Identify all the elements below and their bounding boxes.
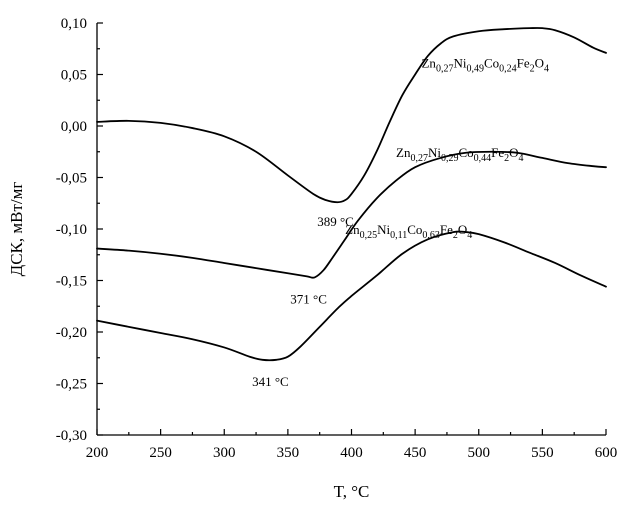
x-tick-label: 250 — [149, 445, 172, 461]
x-tick-label: 600 — [595, 445, 618, 461]
series-line-2 — [96, 150, 607, 279]
series-label-1: Zn0,27Ni0,49Co0,24Fe2O4 — [421, 55, 549, 74]
peak-annotation: 389 °C — [317, 214, 354, 229]
series-label-3: Zn0,25Ni0,11Co0,63Fe2O4 — [345, 222, 472, 241]
y-tick-label: 0,10 — [61, 16, 87, 32]
x-tick-label: 550 — [531, 445, 554, 461]
x-tick-label: 200 — [86, 445, 109, 461]
y-tick-label: 0,05 — [61, 68, 87, 84]
series-line-1 — [96, 27, 607, 204]
x-tick-label: 400 — [340, 445, 363, 461]
x-axis-title: T, °C — [334, 482, 370, 501]
series-label-2: Zn0,27Ni0,29Co0,44Fe2O4 — [396, 145, 524, 164]
peak-annotation: 341 °C — [252, 374, 289, 389]
series-line-3 — [96, 230, 607, 362]
y-tick-label: -0,10 — [56, 222, 87, 238]
y-tick-label: -0,15 — [56, 274, 87, 290]
y-tick-label: -0,30 — [56, 428, 87, 444]
y-tick-label: -0,05 — [56, 171, 87, 187]
labels: Zn0,27Ni0,49Co0,24Fe2O4 Zn0,27Ni0,29Co0,4… — [252, 55, 549, 389]
x-tick-label: 300 — [213, 445, 236, 461]
y-tick-label: -0,20 — [56, 325, 87, 341]
y-tick-label: -0,25 — [56, 377, 87, 393]
y-tick-label: 0,00 — [61, 119, 87, 135]
x-tick-label: 500 — [468, 445, 491, 461]
ticks: 200 250 300 350 400 450 500 550 600 0,10 0,05 0,00 -… — [56, 16, 618, 461]
x-tick-label: 450 — [404, 445, 427, 461]
y-axis-title: ДСК, мВт/мг — [7, 182, 26, 277]
peak-annotation: 371 °C — [290, 291, 327, 306]
curves — [96, 27, 607, 362]
x-tick-label: 350 — [277, 445, 300, 461]
